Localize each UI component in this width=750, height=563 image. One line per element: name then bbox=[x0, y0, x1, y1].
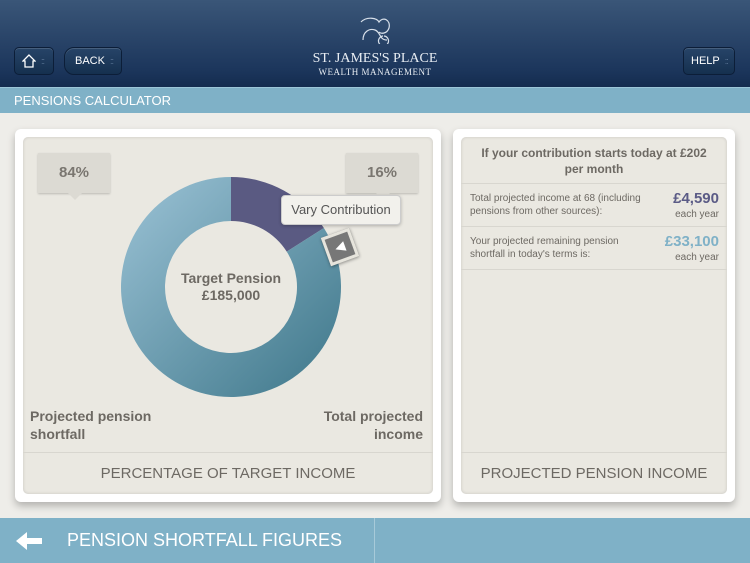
right-footer: PROJECTED PENSION INCOME bbox=[461, 452, 727, 494]
back-label: BACK bbox=[75, 55, 105, 67]
contribution-heading: If your contribution starts today at £20… bbox=[481, 146, 707, 176]
projected-income-card: If your contribution starts today at £20… bbox=[453, 129, 735, 502]
logo: ST. JAMES'S PLACE WEALTH MANAGEMENT bbox=[290, 14, 460, 77]
income-percent: 16% bbox=[346, 153, 418, 200]
result-row: Total projected income at 68 (including … bbox=[461, 183, 727, 226]
shortfall-figures-label: PENSION SHORTFALL FIGURES bbox=[67, 530, 343, 550]
arrow-left-icon bbox=[16, 531, 42, 550]
donut-slice-total-projected-income bbox=[231, 177, 324, 252]
shortfall-figures-button[interactable]: PENSION SHORTFALL FIGURES bbox=[0, 518, 375, 563]
result-row: Your projected remaining pension shortfa… bbox=[461, 226, 727, 269]
donut-chart bbox=[120, 177, 341, 397]
target-pension-value: £185,000 bbox=[201, 287, 261, 303]
bottom-bar: PENSION SHORTFALL FIGURES bbox=[0, 518, 750, 563]
result-text: Your projected remaining pension shortfa… bbox=[470, 236, 619, 260]
shortfall-percent: 84% bbox=[38, 153, 110, 200]
result-unit: each year bbox=[675, 209, 719, 220]
vary-contribution-tooltip: Vary Contribution bbox=[281, 195, 401, 225]
arrow-handle-icon: ◀ bbox=[332, 237, 348, 256]
left-footer: PERCENTAGE OF TARGET INCOME bbox=[23, 452, 433, 494]
logo-line1: ST. JAMES'S PLACE bbox=[312, 51, 438, 66]
result-value: £33,100 bbox=[664, 233, 719, 250]
help-label: HELP bbox=[691, 55, 720, 67]
logo-line2: WEALTH MANAGEMENT bbox=[318, 67, 432, 77]
shortfall-label: Projected pension shortfall bbox=[30, 408, 152, 442]
result-unit: each year bbox=[675, 252, 719, 263]
donut-slice-projected-pension-shortfall bbox=[120, 177, 341, 397]
app-header: :: BACK:: ST. JAMES'S PLACE WEALTH MANAG… bbox=[0, 0, 750, 87]
home-icon bbox=[22, 54, 36, 68]
percentage-card: 84% 16% Target Pension £185,000 Vary Con… bbox=[15, 129, 441, 502]
result-text: Total projected income at 68 (including … bbox=[470, 193, 641, 217]
back-button[interactable]: BACK:: bbox=[64, 47, 122, 75]
lion-crest-icon bbox=[360, 17, 390, 47]
result-value: £4,590 bbox=[673, 190, 719, 207]
income-label: Total projected income bbox=[323, 408, 423, 442]
center-title: Target Pension bbox=[180, 270, 282, 286]
page-title: PENSIONS CALCULATOR bbox=[0, 87, 750, 113]
home-button[interactable]: :: bbox=[14, 47, 54, 75]
help-button[interactable]: HELP:: bbox=[683, 47, 735, 75]
